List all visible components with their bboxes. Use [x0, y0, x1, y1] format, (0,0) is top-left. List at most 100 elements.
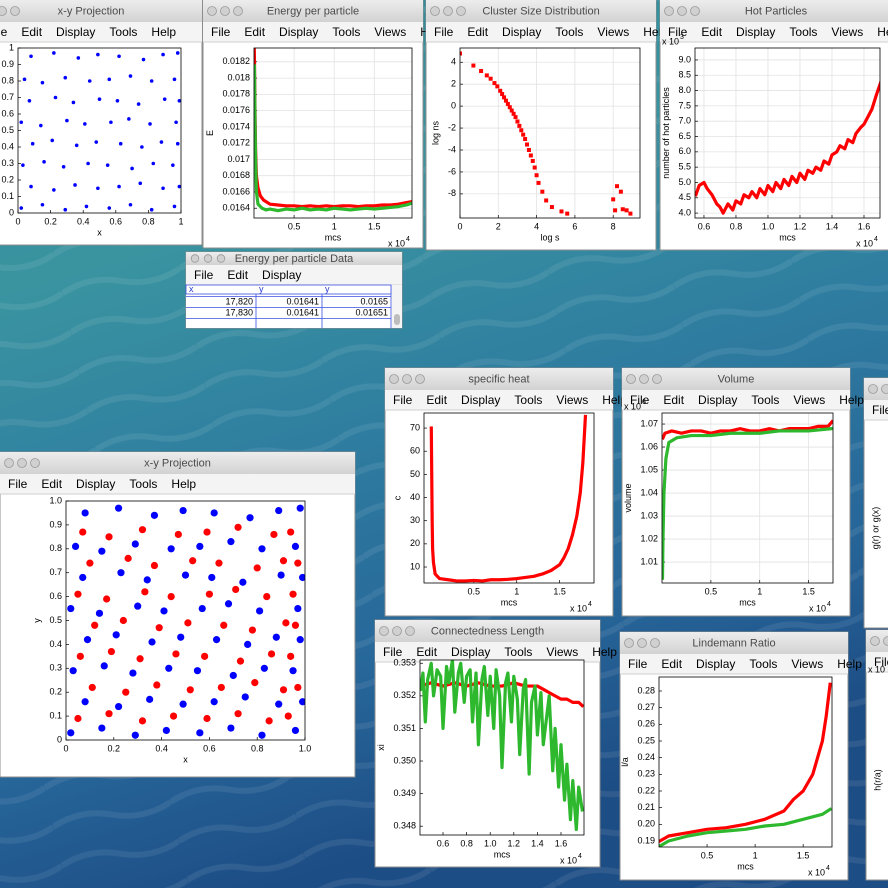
- window-button[interactable]: [415, 374, 425, 384]
- menu-item[interactable]: Edit: [663, 393, 684, 407]
- menu-item[interactable]: Edit: [244, 25, 265, 39]
- window-button[interactable]: [190, 254, 200, 263]
- menu-item[interactable]: Display: [461, 393, 500, 407]
- menu-item[interactable]: Display: [279, 25, 318, 39]
- window-button[interactable]: [0, 6, 7, 16]
- menu-item[interactable]: Tools: [109, 25, 137, 39]
- menu-item[interactable]: File: [434, 25, 454, 39]
- window-button[interactable]: [443, 6, 453, 16]
- menu-item[interactable]: Tools: [749, 657, 777, 671]
- menu-item[interactable]: Help: [592, 645, 617, 659]
- window-button[interactable]: [216, 254, 226, 263]
- data-point: [296, 636, 304, 644]
- window-button[interactable]: [868, 384, 878, 394]
- menu-item[interactable]: Display: [451, 645, 490, 659]
- menu-item[interactable]: Views: [793, 393, 825, 407]
- menu-item[interactable]: Help: [602, 393, 627, 407]
- window-button[interactable]: [639, 374, 649, 384]
- window-button[interactable]: [430, 6, 440, 16]
- menu-item[interactable]: Tools: [332, 25, 360, 39]
- menu-item[interactable]: File: [630, 393, 650, 407]
- window-button[interactable]: [203, 254, 213, 263]
- menu-item[interactable]: File: [872, 403, 888, 417]
- window-button[interactable]: [220, 6, 230, 16]
- menu-item[interactable]: Display: [76, 477, 115, 491]
- window-button[interactable]: [207, 6, 217, 16]
- menu-item[interactable]: Views: [831, 25, 863, 39]
- window-button[interactable]: [456, 6, 466, 16]
- menu-item[interactable]: Help: [171, 477, 196, 491]
- menu-item[interactable]: File: [0, 25, 8, 39]
- menu-item[interactable]: Tools: [129, 477, 157, 491]
- window-button[interactable]: [650, 638, 660, 648]
- menu-item[interactable]: Display: [696, 657, 735, 671]
- data-point: [294, 683, 302, 692]
- menu-item[interactable]: Help: [839, 393, 864, 407]
- menu-item[interactable]: Edit: [701, 25, 722, 39]
- data-point: [52, 188, 56, 192]
- window-button[interactable]: [690, 6, 700, 16]
- y-axis-label: number of hot particles: [661, 87, 671, 179]
- table-scroll-thumb[interactable]: [394, 314, 400, 325]
- menu-item[interactable]: Display: [262, 268, 301, 282]
- menu-item[interactable]: Help: [877, 25, 888, 39]
- menu-item[interactable]: Views: [374, 25, 406, 39]
- menu-item[interactable]: Display: [736, 25, 775, 39]
- window-button[interactable]: [30, 458, 40, 468]
- menu-item[interactable]: Views: [556, 393, 588, 407]
- menu-item[interactable]: Help: [837, 657, 862, 671]
- menu-item[interactable]: Edit: [21, 25, 42, 39]
- window-button[interactable]: [389, 374, 399, 384]
- window-button[interactable]: [379, 626, 389, 636]
- menu-item[interactable]: File: [8, 477, 28, 491]
- menu-item[interactable]: Edit: [661, 657, 682, 671]
- menu-item[interactable]: Tools: [514, 393, 542, 407]
- window-button[interactable]: [626, 374, 636, 384]
- x-tick-label: 1.0: [762, 221, 775, 231]
- menu-item[interactable]: Help: [151, 25, 176, 39]
- title-bar: [385, 368, 613, 390]
- menu-item[interactable]: Tools: [789, 25, 817, 39]
- menu-item[interactable]: Edit: [416, 645, 437, 659]
- window-button[interactable]: [402, 374, 412, 384]
- menu-item[interactable]: Views: [546, 645, 578, 659]
- window-button[interactable]: [637, 638, 647, 648]
- data-point: [513, 115, 518, 120]
- window-button[interactable]: [652, 374, 662, 384]
- window-button[interactable]: [17, 458, 27, 468]
- window-button[interactable]: [233, 6, 243, 16]
- menu-item[interactable]: Views: [597, 25, 629, 39]
- y-tick-label: 0.4: [1, 141, 14, 151]
- window-button[interactable]: [883, 636, 888, 646]
- menu-item[interactable]: Tools: [751, 393, 779, 407]
- window-button[interactable]: [664, 6, 674, 16]
- menu-item[interactable]: Edit: [41, 477, 62, 491]
- menu-item[interactable]: Tools: [504, 645, 532, 659]
- menu-item[interactable]: File: [211, 25, 231, 39]
- window-button[interactable]: [881, 384, 888, 394]
- window-button[interactable]: [624, 638, 634, 648]
- window-button[interactable]: [677, 6, 687, 16]
- menu-item[interactable]: File: [628, 657, 648, 671]
- window-button[interactable]: [870, 636, 880, 646]
- menu-item[interactable]: Display: [698, 393, 737, 407]
- window-button[interactable]: [4, 458, 14, 468]
- axis-multiplier: x 10: [624, 401, 641, 411]
- menu-item[interactable]: Tools: [555, 25, 583, 39]
- menu-item[interactable]: File: [393, 393, 413, 407]
- window-button[interactable]: [405, 626, 415, 636]
- window-button[interactable]: [392, 626, 402, 636]
- menu-item[interactable]: Edit: [467, 25, 488, 39]
- menu-item[interactable]: Edit: [426, 393, 447, 407]
- menu-item[interactable]: Views: [791, 657, 823, 671]
- menu-item[interactable]: Edit: [227, 268, 248, 282]
- menu-bar: [0, 22, 202, 42]
- menu-item[interactable]: File: [194, 268, 214, 282]
- menu-item[interactable]: File: [668, 25, 688, 39]
- data-point: [203, 528, 211, 536]
- menu-item[interactable]: Display: [56, 25, 95, 39]
- menu-item[interactable]: File: [383, 645, 403, 659]
- window-button[interactable]: [10, 6, 20, 16]
- menu-item[interactable]: Display: [502, 25, 541, 39]
- menu-item[interactable]: File: [874, 655, 888, 669]
